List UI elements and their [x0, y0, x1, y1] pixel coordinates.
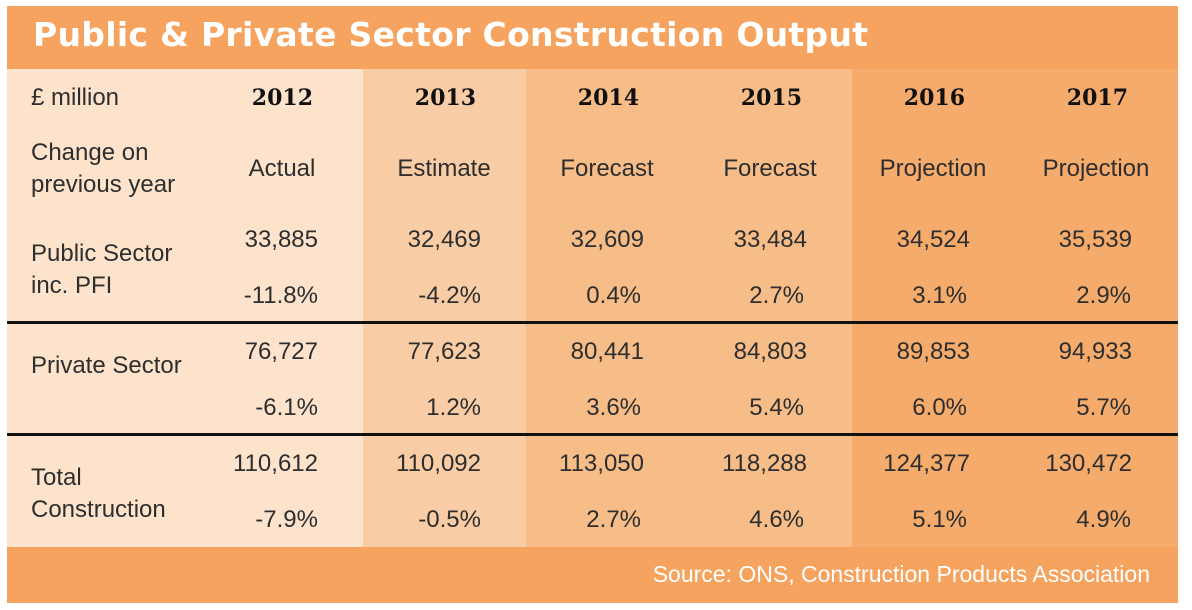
year-column-bg-2014: [526, 69, 689, 547]
change-private-sector-2012: -6.1%: [255, 394, 318, 421]
value-private-sector-2015: 84,803: [733, 338, 807, 365]
year-column-bg-2013: [363, 69, 526, 547]
status-2013: Estimate: [397, 155, 491, 182]
status-2012: Actual: [248, 155, 316, 182]
table-panel: Public & Private Sector Construction Out…: [7, 6, 1178, 603]
year-header-2016: 2016: [903, 85, 965, 111]
year-header-2014: 2014: [577, 85, 639, 111]
change-private-sector-2014: 3.6%: [586, 394, 641, 421]
change-private-sector-2013: 1.2%: [426, 394, 481, 421]
title-bar: Public & Private Sector Construction Out…: [7, 6, 1178, 69]
change-private-sector-2016: 6.0%: [912, 394, 967, 421]
value-total-construction-2012: 110,612: [233, 450, 318, 477]
value-private-sector-2016: 89,853: [896, 338, 970, 365]
value-public-sector-inc-pfi-2014: 32,609: [570, 226, 644, 253]
change-private-sector-2017: 5.7%: [1076, 394, 1131, 421]
change-public-sector-inc-pfi-2012: -11.8%: [243, 282, 318, 309]
status-2017: Projection: [1042, 155, 1150, 182]
year-column-bg-2015: [689, 69, 852, 547]
year-header-2017: 2017: [1066, 85, 1128, 111]
change-total-construction-2015: 4.6%: [749, 506, 804, 533]
change-private-sector-2015: 5.4%: [749, 394, 804, 421]
row-label-total-construction: Total Construction: [31, 464, 166, 523]
row-divider-public-private: [7, 321, 1178, 324]
value-private-sector-2012: 76,727: [244, 338, 318, 365]
change-public-sector-inc-pfi-2014: 0.4%: [586, 282, 641, 309]
footer-bar: Source: ONS, Construction Products Assoc…: [7, 547, 1178, 603]
value-private-sector-2013: 77,623: [407, 338, 481, 365]
value-total-construction-2013: 110,092: [396, 450, 481, 477]
change-total-construction-2016: 5.1%: [912, 506, 967, 533]
value-public-sector-inc-pfi-2016: 34,524: [896, 226, 970, 253]
value-private-sector-2014: 80,441: [570, 338, 644, 365]
change-total-construction-2017: 4.9%: [1076, 506, 1131, 533]
value-public-sector-inc-pfi-2012: 33,885: [244, 226, 318, 253]
year-header-2012: 2012: [251, 85, 313, 111]
change-public-sector-inc-pfi-2017: 2.9%: [1076, 282, 1131, 309]
change-public-sector-inc-pfi-2016: 3.1%: [912, 282, 967, 309]
value-public-sector-inc-pfi-2013: 32,469: [407, 226, 481, 253]
value-total-construction-2017: 130,472: [1045, 450, 1132, 477]
year-column-bg-2016: [852, 69, 1015, 547]
change-total-construction-2013: -0.5%: [418, 506, 481, 533]
year-header-2015: 2015: [740, 85, 802, 111]
unit-label: £ million: [31, 84, 120, 111]
label-column-bg: [7, 69, 199, 547]
row-label-public-sector-inc-pfi: Public Sector inc. PFI: [31, 240, 173, 299]
value-public-sector-inc-pfi-2017: 35,539: [1058, 226, 1132, 253]
year-column-bg-2017: [1015, 69, 1178, 547]
row-label-private-sector: Private Sector: [31, 352, 182, 379]
source-note: Source: ONS, Construction Products Assoc…: [652, 561, 1150, 587]
value-public-sector-inc-pfi-2015: 33,484: [733, 226, 807, 253]
status-2014: Forecast: [560, 155, 654, 182]
year-header-2013: 2013: [414, 85, 476, 111]
year-column-bg-2012: [199, 69, 363, 547]
status-2015: Forecast: [723, 155, 817, 182]
change-total-construction-2014: 2.7%: [586, 506, 641, 533]
value-private-sector-2017: 94,933: [1058, 338, 1132, 365]
change-public-sector-inc-pfi-2013: -4.2%: [418, 282, 481, 309]
status-row-label: Change on previous year: [31, 139, 176, 198]
change-public-sector-inc-pfi-2015: 2.7%: [749, 282, 804, 309]
value-total-construction-2014: 113,050: [559, 450, 644, 477]
change-total-construction-2012: -7.9%: [255, 506, 318, 533]
status-2016: Projection: [879, 155, 987, 182]
row-divider-private-total: [7, 433, 1178, 436]
value-total-construction-2015: 118,288: [722, 450, 807, 477]
chart-title: Public & Private Sector Construction Out…: [33, 15, 869, 54]
value-total-construction-2016: 124,377: [883, 450, 970, 477]
